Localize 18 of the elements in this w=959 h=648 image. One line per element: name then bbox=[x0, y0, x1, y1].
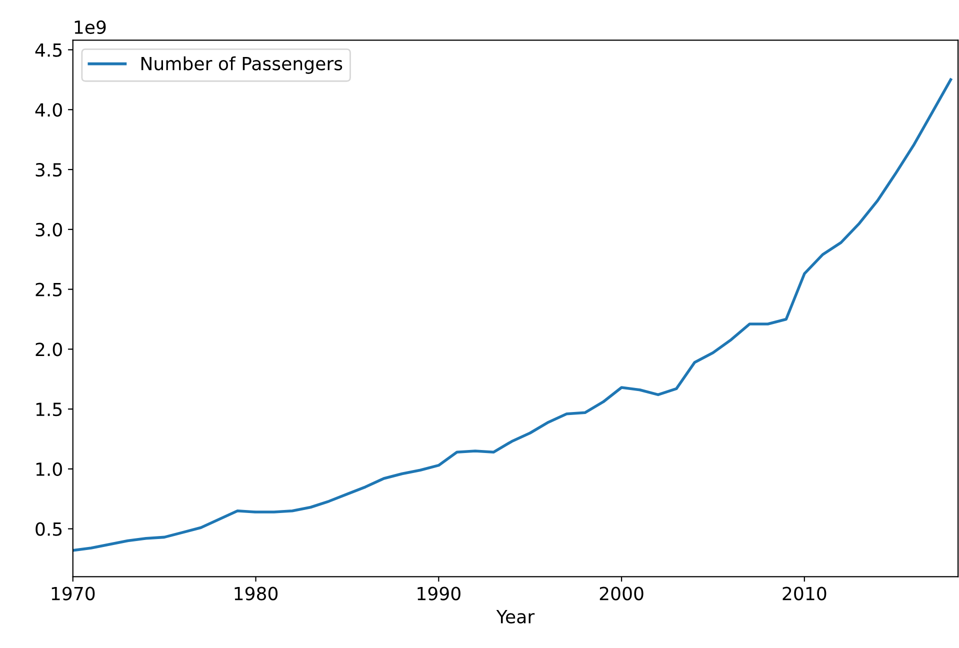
text: 1e9 bbox=[74, 20, 106, 34]
y-tick-label: 2.0 bbox=[36, 342, 62, 356]
y-tick-label: 4.0 bbox=[35, 103, 62, 117]
y-tick-label: 3.0 bbox=[36, 222, 62, 237]
y-tick-label: 1.5 bbox=[36, 402, 62, 416]
y-tick-label: 4.5 bbox=[35, 43, 62, 57]
y-tick-label: 2.5 bbox=[36, 282, 62, 296]
x-tick-label: 2000 bbox=[600, 586, 644, 600]
x-axis-title: Year bbox=[496, 610, 535, 624]
legend-label: Number of Passengers bbox=[141, 56, 342, 74]
y-tick-label: 0.5 bbox=[36, 522, 62, 536]
x-tick-label: 1970 bbox=[52, 586, 95, 600]
y-tick-label: 3.5 bbox=[36, 162, 62, 177]
x-tick-label: 2010 bbox=[782, 586, 826, 600]
y-tick-label: 1.0 bbox=[36, 462, 62, 476]
x-tick-label: 1990 bbox=[418, 586, 460, 600]
line-series bbox=[72, 78, 952, 552]
x-tick-label: 1980 bbox=[234, 586, 278, 600]
